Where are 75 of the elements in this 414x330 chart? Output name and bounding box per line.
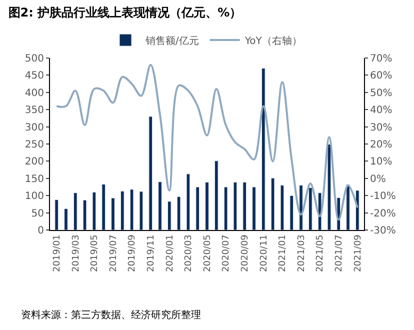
x-tick-label: 2019/11 [146, 234, 157, 272]
bar [186, 174, 190, 230]
bar [270, 178, 275, 230]
x-tick-label: 2020/11 [259, 234, 270, 272]
text: 资料来源：第三方数据、经济研究所整理 [21, 309, 201, 321]
y-tick-label: 300 [24, 122, 44, 134]
y-tick-label: 0 [38, 226, 44, 236]
bar [73, 192, 78, 230]
y2-tick-label: -30% [370, 226, 396, 236]
bar [356, 190, 360, 230]
y-tick-label: 350 [24, 105, 44, 116]
bar [308, 187, 312, 230]
x-tick-label: 2019/05 [90, 234, 100, 272]
y2-tick-label: 10% [370, 156, 392, 168]
x-tick-label: 2021/05 [316, 234, 326, 272]
y-tick-label: 400 [24, 88, 44, 99]
bar [54, 199, 58, 230]
bar [92, 192, 96, 230]
y-tick-label: 250 [24, 140, 44, 150]
x-tick-label: 2021/07 [334, 234, 345, 272]
y2-tick-label: 60% [370, 70, 392, 82]
bar [102, 184, 106, 230]
bar [168, 201, 172, 230]
bar [111, 198, 115, 230]
bar [82, 200, 87, 230]
y2-tick-label: -10% [370, 191, 396, 202]
y2-tick-label: 30% [370, 122, 392, 134]
x-tick-label: 2021/03 [296, 234, 307, 272]
x-tick-label: 2020/09 [240, 234, 251, 272]
bar [327, 144, 332, 230]
bar [139, 191, 144, 230]
y2-tick-label: 50% [370, 88, 392, 99]
x-tick-label: 2021/09 [353, 234, 364, 272]
y-tick-label: 150 [24, 174, 44, 185]
bar [148, 116, 152, 230]
legend-label: 销售额/亿元 [144, 34, 199, 47]
bar [176, 196, 181, 230]
x-tick-label: 2020/01 [165, 234, 176, 272]
bar [346, 184, 350, 230]
y2-tick-label: -20% [370, 208, 396, 220]
x-tick-label: 2020/07 [222, 234, 232, 272]
y2-tick-label: 0% [370, 174, 386, 185]
bar [158, 182, 162, 230]
chart-title: 图2: 护肤品行业线上表现情况（亿元、%） [8, 6, 242, 20]
bar [262, 68, 266, 230]
bar [233, 182, 238, 230]
bar [205, 182, 209, 230]
y2-tick-label: 70% [370, 54, 392, 64]
x-tick-label: 2020/03 [184, 234, 194, 272]
x-tick-label: 2021/01 [278, 234, 288, 272]
y-tick-label: 100 [24, 191, 44, 202]
x-tick-label: 2019/07 [108, 234, 119, 272]
y-tick-label: 450 [24, 70, 44, 82]
legend-label: YoY（右轴） [244, 34, 302, 47]
bar [299, 185, 303, 230]
bar [120, 190, 124, 230]
y2-tick-label: 40% [370, 105, 392, 116]
x-tick-label: 2020/05 [202, 234, 213, 272]
y-tick-label: 50 [31, 208, 44, 220]
line-series [56, 64, 358, 221]
bar [64, 208, 68, 230]
bar [224, 186, 228, 230]
bar [252, 186, 256, 230]
bar [196, 186, 200, 230]
bar [242, 182, 246, 230]
y2-tick-label: 20% [370, 140, 392, 150]
bar [130, 189, 134, 230]
bar [290, 195, 294, 230]
y-tick-label: 500 [24, 54, 44, 64]
x-tick-label: 2019/03 [71, 234, 82, 272]
y-tick-label: 200 [24, 156, 44, 168]
bar [280, 185, 284, 230]
bar [214, 160, 218, 230]
x-tick-label: 2019/09 [128, 234, 138, 272]
x-tick-label: 2019/01 [52, 234, 63, 272]
